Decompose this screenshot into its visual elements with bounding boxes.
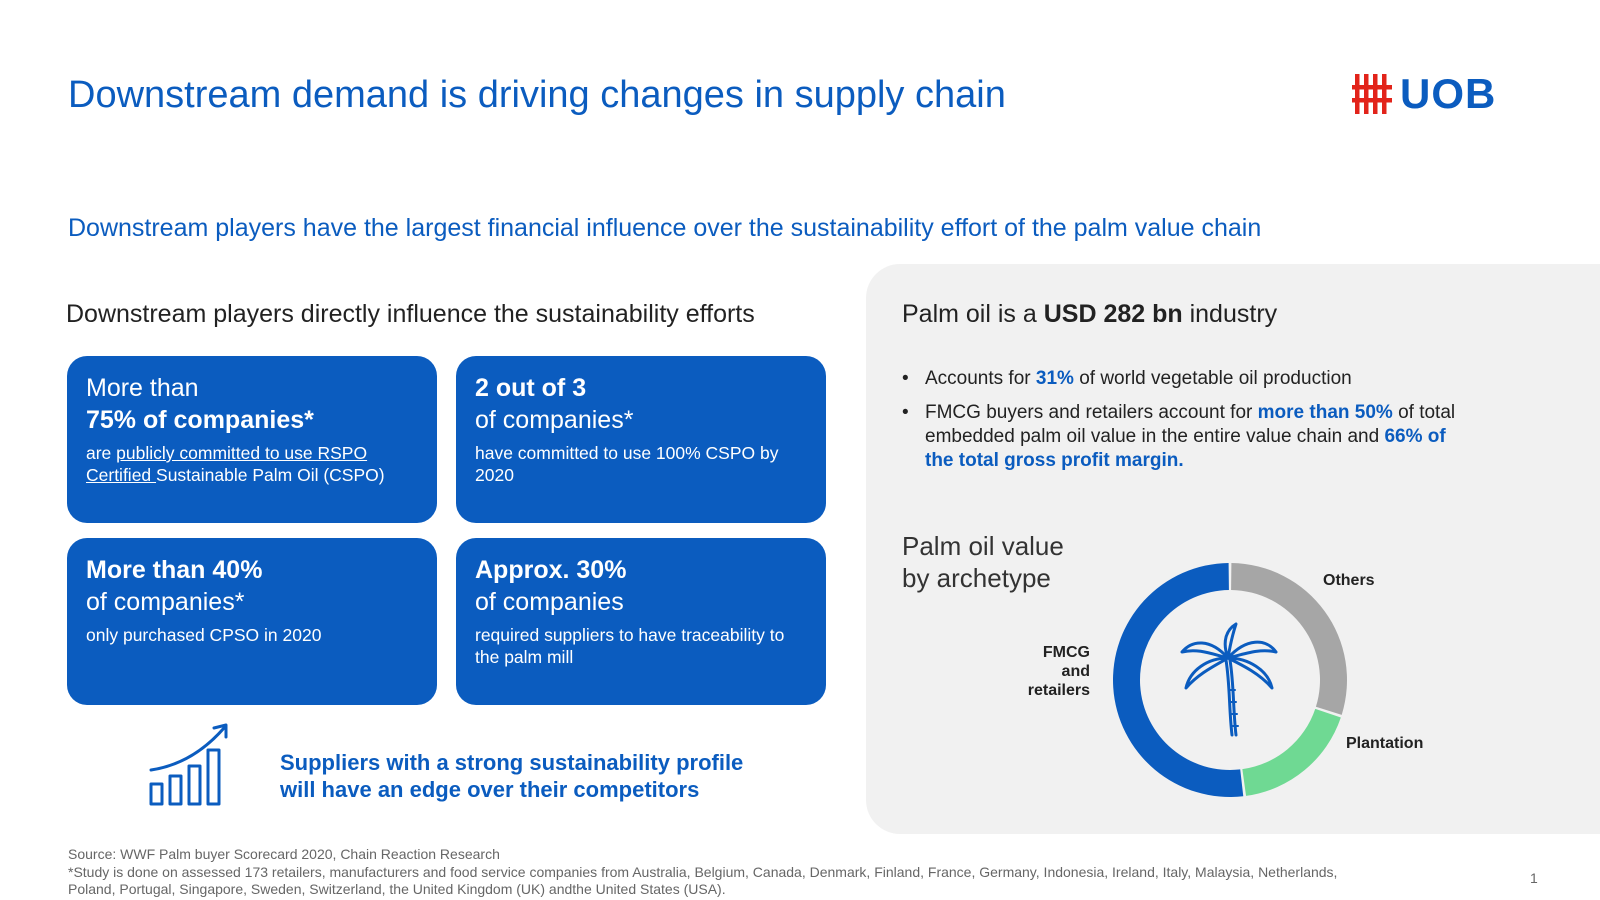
card-description: are publicly committed to use RSPO Certi…	[86, 442, 417, 486]
card-line2: of companies	[475, 588, 624, 616]
suppliers-line1: Suppliers with a strong sustainability p…	[280, 750, 744, 775]
logo-text: UOB	[1400, 70, 1497, 117]
card-line1: 2 out of 3	[475, 374, 587, 402]
label-fmcg-line2: and	[1061, 663, 1090, 680]
highlight-value: 31%	[1035, 368, 1074, 389]
study-note-line1: *Study is done on assessed 173 retailers…	[68, 864, 1338, 880]
label-fmcg-line1: FMCG	[1042, 644, 1090, 661]
industry-panel	[866, 264, 1600, 834]
donut-slice-plantation	[1242, 708, 1341, 796]
heading-pre: Palm oil is a	[902, 300, 1044, 328]
bullet-item: FMCG buyers and retailers account for mo…	[902, 401, 1462, 473]
chart-heading-line2: by archetype	[902, 563, 1051, 593]
bullet-text: Accounts for	[925, 368, 1036, 389]
bullet-text: of world vegetable oil production	[1073, 368, 1352, 389]
label-plantation: Plantation	[1346, 735, 1424, 752]
page-number: 1	[1530, 870, 1538, 886]
highlight-value: 66% of the total gross profit margin.	[925, 426, 1446, 471]
card-line1: Approx. 30%	[475, 556, 627, 584]
card-line2: of companies*	[475, 406, 634, 434]
study-note-line2: Poland, Portugal, Singapore, Sweden, Swi…	[68, 881, 726, 897]
label-fmcg: FMCG and retailers	[1020, 643, 1090, 700]
stat-card-cspo-2020: 2 out of 3 of companies* have committed …	[456, 356, 826, 523]
bullet-text: of total embedded palm oil value in the …	[925, 402, 1456, 447]
industry-value: USD 282 bn	[1043, 300, 1183, 328]
label-others: Others	[1323, 572, 1375, 589]
card-line1: More than	[86, 374, 199, 402]
uob-logo: UOB	[1352, 72, 1496, 116]
chart-heading-line1: Palm oil value	[902, 531, 1064, 561]
highlight-value: more than 50%	[1257, 402, 1393, 423]
bullet-item: Accounts for 31% of world vegetable oil …	[902, 367, 1462, 391]
card-description: required suppliers to have traceability …	[475, 625, 785, 667]
growth-chart-icon	[149, 723, 228, 806]
card-desc-post: Sustainable Palm Oil (CSPO)	[156, 465, 385, 485]
card-desc-pre: are	[86, 443, 117, 463]
bullet-text: FMCG buyers and retailers account for	[925, 402, 1258, 423]
rspo-link[interactable]: publicly committed to use RSPO Certified	[86, 443, 368, 485]
left-section-heading: Downstream players directly influence th…	[66, 300, 755, 328]
uob-logo-icon	[1352, 74, 1392, 114]
label-fmcg-line3: retailers	[1027, 682, 1090, 699]
donut-slice-fmcg-and-retailers	[1113, 563, 1244, 797]
page-title: Downstream demand is driving changes in …	[68, 74, 1006, 116]
card-description: have committed to use 100% CSPO by 2020	[475, 443, 779, 485]
industry-heading: Palm oil is a USD 282 bn industry	[902, 300, 1277, 329]
stat-card-cpso-purchase: More than 40% of companies* only purchas…	[67, 538, 437, 705]
subtitle: Downstream players have the largest fina…	[68, 214, 1262, 242]
stat-card-traceability: Approx. 30% of companies required suppli…	[456, 538, 826, 705]
suppliers-line2: will have an edge over their competitors	[280, 777, 700, 802]
heading-post: industry	[1182, 300, 1278, 328]
palm-value-donut-chart	[1113, 563, 1347, 797]
industry-bullets: Accounts for 31% of world vegetable oil …	[902, 367, 1462, 483]
chart-heading: Palm oil value by archetype	[902, 530, 1064, 594]
suppliers-callout: Suppliers with a strong sustainability p…	[280, 749, 743, 803]
donut-slice-others	[1231, 563, 1347, 715]
card-line2: 75% of companies*	[86, 406, 314, 434]
source-note: Source: WWF Palm buyer Scorecard 2020, C…	[68, 846, 500, 862]
card-line2: of companies*	[86, 588, 245, 616]
stat-card-rspo: More than 75% of companies* are publicly…	[67, 356, 437, 523]
card-line1: More than 40%	[86, 556, 263, 584]
palm-tree-icon	[1180, 622, 1278, 737]
card-description: only purchased CPSO in 2020	[86, 625, 322, 645]
